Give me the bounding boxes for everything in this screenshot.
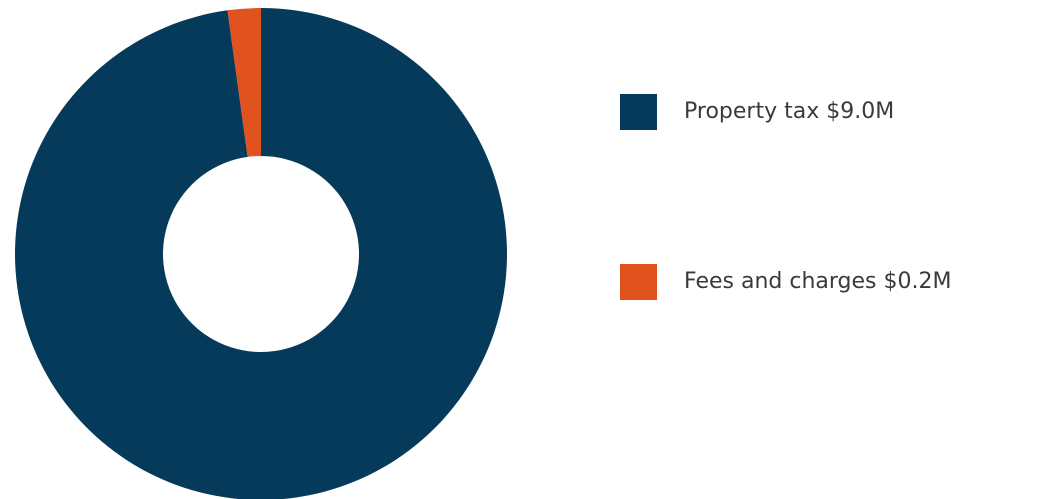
slice	[227, 8, 261, 157]
legend-value: $9.0M	[826, 99, 894, 124]
legend-value: $0.2M	[884, 269, 952, 294]
legend-category: Fees and charges	[684, 269, 877, 294]
legend-label: Property tax $9.0M	[684, 99, 894, 124]
legend-label: Fees and charges $0.2M	[684, 269, 951, 294]
legend-swatch	[620, 94, 657, 130]
legend-swatch	[620, 264, 657, 300]
slice	[15, 8, 507, 499]
legend-category: Property tax	[684, 99, 819, 124]
donut	[15, 8, 507, 499]
legend: Property tax $9.0M Fees and charges $0.2M	[620, 94, 951, 300]
